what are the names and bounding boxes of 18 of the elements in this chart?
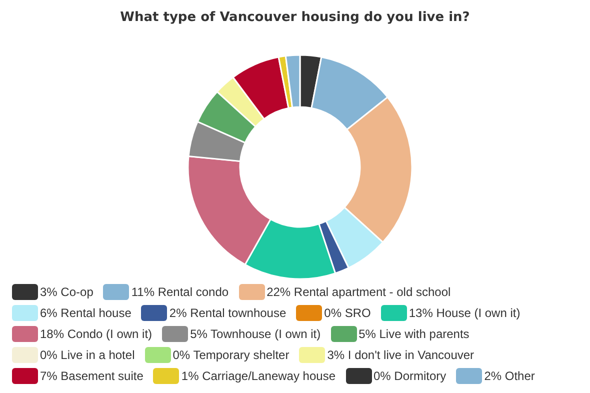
legend-label: 2% Other [484, 369, 535, 383]
legend-label: 5% Live with parents [358, 327, 470, 341]
chart-title: What type of Vancouver housing do you live in? [119, 9, 471, 27]
legend-label: 2% Rental townhouse [169, 306, 286, 320]
legend-label: 3% Co-op [40, 285, 94, 299]
legend-label: 6% Rental house [40, 306, 132, 320]
legend-label: 18% Condo (I own it) [40, 327, 152, 341]
legend-label: 1% Carriage/Laneway house [181, 369, 336, 383]
legend-label: 3% I don't live in Vancouver [327, 348, 474, 362]
legend-label: 0% Live in a hotel [40, 348, 135, 362]
legend-label: 22% Rental apartment - old school [266, 285, 451, 299]
legend-label: 0% SRO [324, 306, 371, 320]
legend-label: 13% House (I own it) [408, 306, 520, 320]
legend-label: 0% Dormitory [374, 369, 446, 383]
legend-label: 5% Townhouse (I own it) [190, 327, 321, 341]
legend-label: 0% Temporary shelter [172, 348, 290, 362]
legend-label: 7% Basement suite [40, 369, 144, 383]
legend-label: 11% Rental condo [131, 285, 229, 299]
